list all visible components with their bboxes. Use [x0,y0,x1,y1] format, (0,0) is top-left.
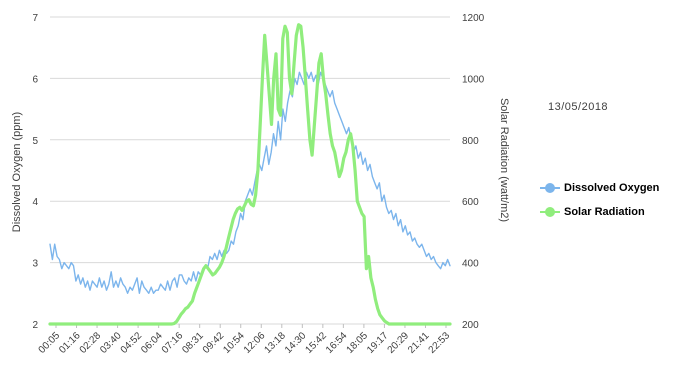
y-left-tick-label: 5 [32,136,38,147]
series-line-solar-radiation [48,23,452,326]
date-label: 13/05/2018 [548,101,609,113]
legend-swatch-dissolved-oxygen [540,183,560,193]
series-line-dissolved-oxygen [49,71,451,294]
y-right-tick-label: 1200 [462,13,485,24]
x-tick-label: 04:52 [119,330,145,356]
legend-item-dissolved-oxygen[interactable]: Dissolved Oxygen [540,176,659,200]
legend-item-solar-radiation[interactable]: Solar Radiation [540,200,659,224]
series-group [48,23,452,326]
x-tick-label: 06:04 [139,330,165,356]
x-tick-label: 18:05 [345,330,371,356]
y-axis-right-title: Solar Radiation (watt/m2) [498,98,510,222]
x-tick-label: 16:54 [324,330,350,356]
legend: Dissolved Oxygen Solar Radiation [540,176,659,224]
y-left-tick-label: 6 [32,74,38,85]
x-tick-label: 09:42 [201,330,227,356]
legend-swatch-solar-radiation [540,207,560,217]
y-axis-left-title: Dissolved Oxygen (ppm) [11,112,23,232]
x-tick-label: 19:17 [365,330,391,356]
legend-label-solar-radiation: Solar Radiation [564,206,645,218]
x-tick-label: 20:29 [386,330,412,356]
x-tick-label: 10:54 [221,330,247,356]
x-tick-label: 12:06 [242,330,268,356]
x-tick-label: 03:40 [98,330,124,356]
y-left-tick-label: 3 [32,259,38,270]
x-tick-label: 01:16 [57,330,83,356]
x-tick-label: 02:28 [78,330,104,356]
y-right-tick-label: 400 [462,259,479,270]
y-left-tick-label: 2 [32,320,38,331]
x-tick-label: 00:05 [37,330,63,356]
y-right-tick-label: 200 [462,320,479,331]
x-tick-label: 15:42 [303,330,329,356]
x-tick-label: 08:31 [180,330,206,356]
x-axis: 00:0501:1602:2803:4004:5206:0407:1608:31… [37,324,453,356]
legend-label-dissolved-oxygen: Dissolved Oxygen [564,182,660,194]
y-left-tick-label: 7 [32,13,38,24]
y-left-tick-label: 4 [32,197,38,208]
x-tick-label: 14:30 [283,330,309,356]
y-right-tick-label: 1000 [462,74,485,85]
y-right-tick-label: 600 [462,197,479,208]
y-axis-left: 2 3 4 5 6 7 [32,13,38,331]
x-tick-label: 21:41 [406,330,432,356]
x-tick-label: 22:53 [427,330,453,356]
y-axis-right: 200 400 600 800 1000 1200 [462,13,485,331]
x-tick-label: 13:18 [262,330,288,356]
x-tick-label: 07:16 [160,330,186,356]
y-right-tick-label: 800 [462,136,479,147]
